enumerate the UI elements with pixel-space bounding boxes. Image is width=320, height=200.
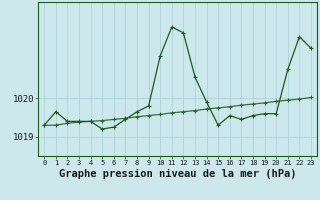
X-axis label: Graphe pression niveau de la mer (hPa): Graphe pression niveau de la mer (hPa) xyxy=(59,169,296,179)
